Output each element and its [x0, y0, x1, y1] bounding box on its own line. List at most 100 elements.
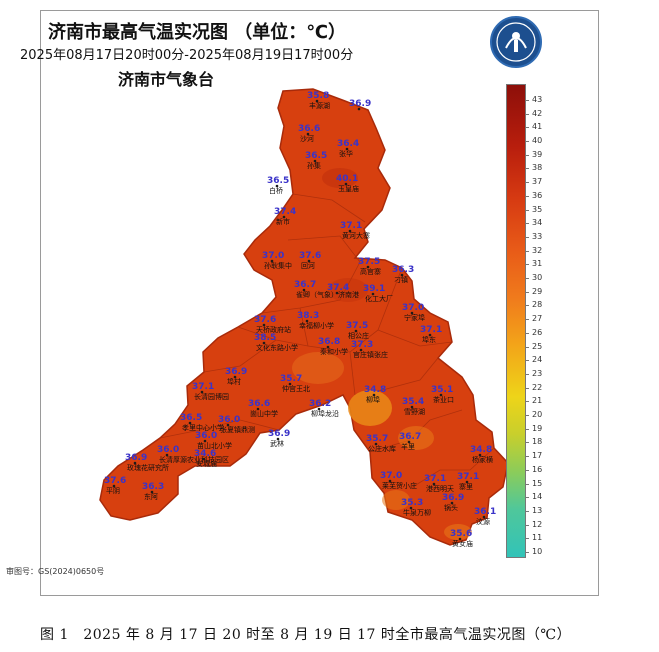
station-temperature: 35.7 — [366, 434, 388, 444]
station-marker: 36.9武林 — [268, 429, 290, 448]
station-name: 相公庄 — [348, 331, 369, 340]
legend-tick-label: 25 — [532, 341, 543, 351]
station-dot — [262, 323, 266, 327]
legend-tick-label: 29 — [532, 286, 543, 296]
legend-tick-label: 43 — [532, 95, 543, 104]
station-dot — [313, 159, 317, 163]
station-name: 化工大厂 — [365, 294, 393, 303]
station-dot — [482, 515, 486, 519]
station-dot — [282, 215, 286, 219]
station-temperature: 36.0 — [157, 445, 179, 455]
station-dot — [400, 273, 404, 277]
legend-tick-mark — [525, 236, 529, 238]
station-name: 幸福柳小学 — [299, 321, 334, 330]
station-dot — [335, 291, 339, 295]
station-name: 安城庙 — [196, 459, 217, 468]
station-temperature: 36.5 — [267, 176, 289, 186]
station-temperature: 37.1 — [457, 472, 479, 482]
station-dot — [317, 407, 321, 411]
station-temperature: 37.0 — [380, 471, 402, 481]
station-temperature: 34.8 — [364, 385, 386, 395]
legend-tick-label: 21 — [532, 396, 543, 406]
station-name: 寨里 — [459, 482, 473, 491]
station-name: 公庄水库 — [368, 444, 396, 453]
station-name: 玉皇庙 — [338, 184, 359, 193]
station-temperature: 37.3 — [351, 340, 373, 350]
warm-patch-2 — [292, 352, 344, 384]
station-name: 东阿 — [144, 492, 158, 501]
legend-tick-label: 32 — [532, 245, 543, 255]
legend-tick-label: 22 — [532, 382, 543, 392]
legend-tick-label: 18 — [532, 437, 543, 447]
legend-tick-mark — [525, 168, 529, 170]
station-dot — [150, 490, 154, 494]
station-marker: 37.1寨里 — [457, 472, 479, 491]
station-marker: 37.6平阴 — [104, 476, 126, 495]
station-dot — [410, 311, 414, 315]
station-temperature: 37.1 — [192, 382, 214, 392]
station-marker: 36.7羊里 — [399, 432, 421, 451]
station-dot — [315, 99, 319, 103]
station-name: 宁家埠 — [404, 313, 425, 322]
station-dot — [359, 348, 363, 352]
legend-tick-mark — [525, 141, 529, 143]
legend-tick-label: 20 — [532, 410, 543, 420]
station-name: 柳埠 — [366, 395, 380, 404]
legend-tick-label: 19 — [532, 423, 543, 433]
station-name: 孙耿集中 — [264, 261, 292, 270]
station-marker: 36.5白桥 — [267, 176, 289, 195]
station-temperature: 37.6 — [299, 251, 321, 261]
map-issuer: 济南市气象台 — [118, 70, 215, 89]
station-marker: 37.4新市 — [274, 207, 296, 226]
station-temperature: 36.9 — [225, 367, 247, 377]
station-name: 玫瑰花研究所 — [127, 463, 169, 472]
station-dot — [233, 375, 237, 379]
station-marker: 36.3刁镇 — [392, 265, 414, 284]
station-dot — [409, 506, 413, 510]
station-temperature: 36.8 — [318, 337, 340, 347]
station-dot — [458, 537, 462, 541]
station-temperature: 37.1 — [340, 221, 362, 231]
legend-tick-mark — [525, 373, 529, 375]
station-name: 文化东路小学 — [256, 343, 298, 352]
station-temperature: 36.5 — [180, 413, 202, 423]
meteorological-logo — [490, 16, 542, 68]
legend-tick-mark — [525, 538, 529, 540]
station-marker: 37.1埠东 — [420, 325, 442, 344]
station-temperature: 36.4 — [337, 139, 359, 149]
legend-tick-label: 39 — [532, 149, 543, 159]
station-dot — [407, 440, 411, 444]
station-temperature: 37.1 — [424, 474, 446, 484]
station-temperature: 36.1 — [474, 507, 496, 517]
station-temperature: 36.9 — [268, 429, 290, 439]
station-temperature: 35.7 — [280, 374, 302, 384]
station-dot — [270, 259, 274, 263]
station-name: 孙集 — [307, 161, 321, 170]
station-temperature: 37.0 — [262, 251, 284, 261]
station-temperature: 37.5 — [346, 321, 368, 331]
legend-tick-label: 15 — [532, 478, 543, 488]
station-temperature: 37.6 — [104, 476, 126, 486]
legend-tick-mark — [525, 100, 529, 101]
legend-tick-label: 35 — [532, 204, 543, 214]
station-dot — [344, 182, 348, 186]
station-name: 锅头 — [444, 503, 458, 512]
station-dot — [226, 423, 230, 427]
legend-tick-label: 24 — [532, 355, 543, 365]
station-name: 白桥 — [269, 186, 283, 195]
station-name: 长清园博园 — [194, 392, 229, 401]
legend-tick-label: 27 — [532, 314, 543, 324]
station-name: 平阴 — [106, 486, 120, 495]
station-dot — [203, 439, 207, 443]
